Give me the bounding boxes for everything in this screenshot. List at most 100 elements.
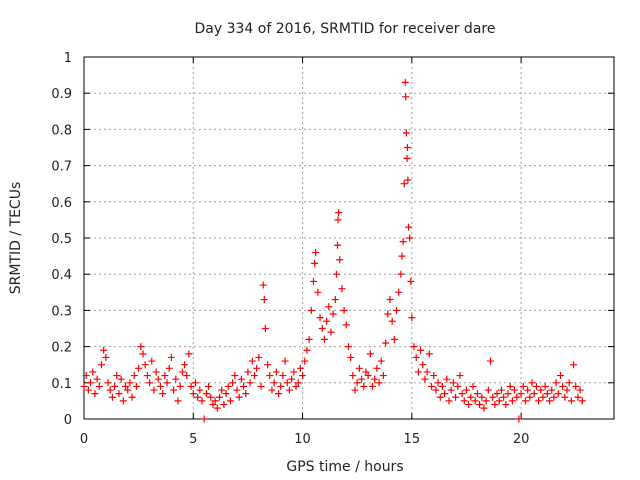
data-point <box>366 350 374 358</box>
data-point <box>115 390 123 398</box>
data-point <box>296 364 304 372</box>
data-point <box>550 393 558 401</box>
data-point <box>102 353 110 361</box>
data-point <box>191 379 199 387</box>
data-point <box>334 241 342 249</box>
data-point <box>281 357 289 365</box>
data-point <box>506 382 514 390</box>
data-point <box>537 386 545 394</box>
data-point <box>504 390 512 398</box>
data-point <box>559 382 567 390</box>
data-point <box>122 382 130 390</box>
data-point <box>198 397 206 405</box>
data-point <box>233 386 241 394</box>
data-point <box>358 375 366 383</box>
grid-lines <box>84 57 614 419</box>
data-point <box>320 335 328 343</box>
data-point <box>449 379 457 387</box>
data-point <box>377 357 385 365</box>
data-point <box>340 306 348 314</box>
data-point <box>235 393 243 401</box>
data-point <box>397 270 405 278</box>
data-point <box>338 285 346 293</box>
data-point <box>434 379 442 387</box>
chart-title: Day 334 of 2016, SRMTID for receiver dar… <box>195 21 496 37</box>
data-point <box>502 401 510 409</box>
data-point <box>410 343 418 351</box>
data-point <box>554 390 562 398</box>
data-point <box>563 386 571 394</box>
data-point <box>482 397 490 405</box>
data-point <box>526 393 534 401</box>
data-point <box>572 382 580 390</box>
data-point <box>161 372 169 380</box>
data-point <box>143 372 151 380</box>
x-tick-label: 10 <box>294 432 311 447</box>
data-point <box>130 372 138 380</box>
data-point <box>382 339 390 347</box>
data-point <box>132 382 140 390</box>
data-point <box>268 386 276 394</box>
data-point <box>226 397 234 405</box>
data-point <box>347 353 355 361</box>
data-point <box>478 393 486 401</box>
data-point <box>421 375 429 383</box>
data-point <box>213 404 221 412</box>
data-point <box>209 401 217 409</box>
data-point <box>220 401 228 409</box>
x-axis-tick-labels: 0 5 10 15 20 <box>80 432 530 447</box>
y-tick-label: 0.1 <box>51 377 72 392</box>
data-point <box>561 393 569 401</box>
data-point <box>323 317 331 325</box>
data-point <box>402 129 410 137</box>
data-point <box>528 379 536 387</box>
data-point <box>412 353 420 361</box>
data-point <box>301 357 309 365</box>
data-point <box>185 350 193 358</box>
data-point <box>469 382 477 390</box>
data-point <box>336 256 344 264</box>
data-point <box>395 288 403 296</box>
y-axis-tick-labels: 0 0.1 0.2 0.3 0.4 0.5 0.6 0.7 0.8 0.9 1 <box>51 51 72 428</box>
data-point <box>332 270 340 278</box>
data-point <box>87 379 95 387</box>
data-point <box>97 361 105 369</box>
data-point <box>172 375 180 383</box>
data-point <box>423 368 431 376</box>
data-point <box>465 401 473 409</box>
data-point <box>311 259 319 267</box>
data-point <box>458 390 466 398</box>
data-point <box>277 382 285 390</box>
data-point <box>406 234 414 242</box>
data-point <box>405 223 413 231</box>
data-point <box>408 314 416 322</box>
y-tick-label: 1 <box>64 51 72 66</box>
data-point <box>489 393 497 401</box>
data-point <box>517 390 525 398</box>
data-point <box>218 386 226 394</box>
x-axis-label: GPS time / hours <box>286 459 403 475</box>
data-point <box>152 368 160 376</box>
data-point <box>556 372 564 380</box>
data-point <box>290 368 298 376</box>
data-point <box>511 386 519 394</box>
y-tick-label: 0 <box>64 413 72 428</box>
data-point <box>364 372 372 380</box>
data-point <box>398 252 406 260</box>
data-point <box>546 397 554 405</box>
data-point <box>183 372 191 380</box>
data-point <box>307 306 315 314</box>
y-axis-label: SRMTID / TECUs <box>8 182 24 295</box>
data-point <box>170 386 178 394</box>
data-point <box>108 393 116 401</box>
data-point <box>95 382 103 390</box>
data-point <box>578 397 586 405</box>
data-point <box>454 382 462 390</box>
y-tick-label: 0.5 <box>51 232 72 247</box>
data-point <box>303 346 311 354</box>
data-point <box>576 386 584 394</box>
data-point <box>388 317 396 325</box>
data-point <box>447 386 455 394</box>
data-point <box>242 390 250 398</box>
data-point <box>104 379 112 387</box>
